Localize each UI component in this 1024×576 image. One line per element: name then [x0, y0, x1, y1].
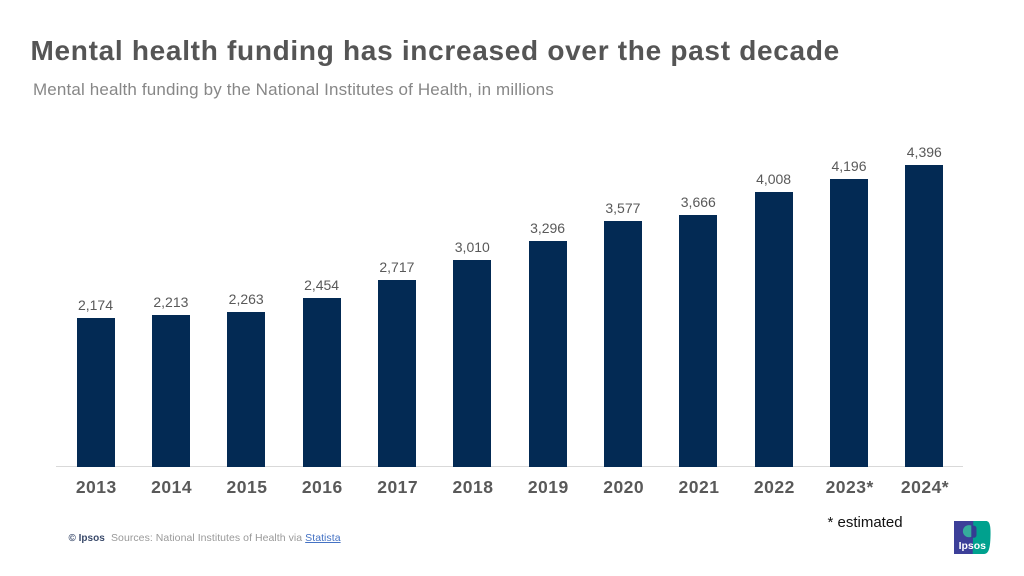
- svg-text:Ipsos: Ipsos: [959, 540, 987, 552]
